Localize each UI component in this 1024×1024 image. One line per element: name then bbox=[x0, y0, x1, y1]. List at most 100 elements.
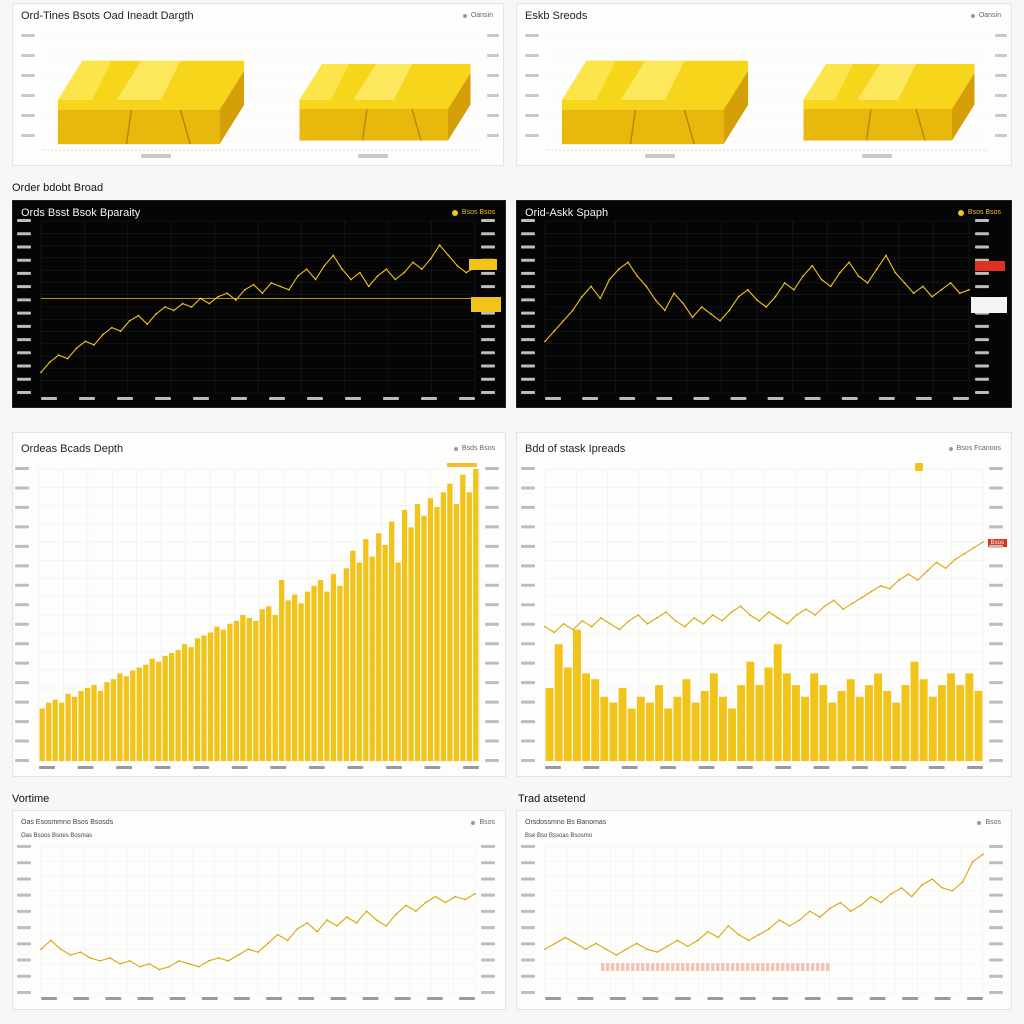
data-point bbox=[562, 622, 565, 625]
y-tick-label bbox=[995, 34, 1007, 37]
data-point bbox=[926, 570, 928, 573]
y-tick-label bbox=[17, 391, 31, 394]
data-point bbox=[963, 552, 966, 555]
data-point bbox=[747, 939, 750, 942]
volume-bar bbox=[661, 963, 665, 971]
gold-bar-face bbox=[411, 108, 422, 141]
bar bbox=[414, 504, 421, 761]
y-tick-label bbox=[521, 720, 535, 724]
y-tick-label bbox=[521, 232, 535, 236]
panel-orders-depth-bars: Ordeas Bcads Depth Bsds Bsos bbox=[12, 432, 506, 777]
bar bbox=[408, 527, 414, 761]
chart-header-meta: Bsos bbox=[977, 819, 1001, 826]
x-tick-label bbox=[117, 397, 133, 400]
data-point bbox=[700, 306, 703, 308]
x-tick-label bbox=[545, 766, 561, 769]
data-point bbox=[832, 599, 835, 602]
data-point bbox=[758, 933, 760, 936]
data-point bbox=[635, 942, 638, 945]
data-point bbox=[949, 282, 952, 284]
x-tick-label bbox=[424, 766, 441, 769]
bar bbox=[382, 544, 388, 761]
volume-bar bbox=[706, 963, 710, 971]
volume-bar bbox=[606, 963, 610, 971]
data-point bbox=[447, 254, 450, 257]
gold-bar-face bbox=[561, 60, 616, 100]
gold-bar-face bbox=[683, 109, 695, 145]
y-tick-label bbox=[481, 958, 495, 962]
volume-bar bbox=[611, 963, 615, 971]
x-tick-label bbox=[307, 397, 323, 400]
y-tick-label bbox=[989, 467, 1003, 470]
bar bbox=[350, 550, 356, 761]
data-point bbox=[438, 244, 441, 246]
data-point bbox=[276, 933, 279, 936]
y-tick-label bbox=[521, 759, 535, 762]
data-point bbox=[48, 361, 51, 363]
bar bbox=[279, 579, 285, 761]
data-point bbox=[674, 619, 677, 622]
data-point bbox=[110, 326, 113, 329]
data-point bbox=[444, 901, 447, 904]
data-point bbox=[665, 611, 668, 613]
data-point bbox=[777, 617, 779, 619]
volume-bar bbox=[786, 963, 790, 971]
data-point bbox=[590, 285, 592, 288]
data-point bbox=[627, 619, 630, 622]
data-point bbox=[717, 936, 720, 939]
y-tick-label bbox=[989, 583, 1003, 587]
y-tick-label bbox=[521, 324, 535, 328]
bar bbox=[194, 638, 201, 761]
y-tick-label bbox=[521, 364, 535, 368]
y-tick-label bbox=[521, 642, 535, 646]
volume-bar bbox=[656, 963, 660, 971]
data-point bbox=[857, 275, 860, 277]
status-dot-icon bbox=[453, 446, 458, 451]
data-point bbox=[931, 878, 933, 881]
data-point bbox=[645, 285, 648, 288]
y-tick-label bbox=[17, 893, 31, 897]
data-point bbox=[842, 608, 845, 611]
data-point bbox=[676, 939, 679, 942]
data-point bbox=[922, 285, 924, 288]
bar bbox=[214, 626, 220, 761]
y-tick-label bbox=[521, 909, 535, 913]
chart-header-meta: Bsos Fcanoos bbox=[948, 445, 1001, 452]
x-tick-label bbox=[851, 766, 868, 769]
volume-bar bbox=[601, 963, 605, 971]
volume-bar bbox=[756, 963, 760, 971]
data-point bbox=[666, 945, 669, 948]
bar bbox=[828, 702, 837, 761]
data-point bbox=[820, 278, 823, 281]
bar bbox=[188, 647, 194, 761]
status-dot-icon bbox=[977, 820, 982, 825]
bar bbox=[572, 629, 581, 761]
x-tick-label bbox=[775, 766, 792, 769]
bar bbox=[369, 556, 375, 761]
y-tick-label bbox=[485, 681, 499, 685]
x-tick-label bbox=[619, 397, 636, 400]
data-point bbox=[376, 275, 379, 277]
chart-subtitle: Oas Esosmmno Bsos Bsosds bbox=[21, 819, 114, 826]
x-tick-label bbox=[577, 997, 594, 1000]
y-tick-label bbox=[521, 661, 535, 665]
chart-header-meta: Bsos Bsos bbox=[957, 209, 1001, 216]
bar bbox=[421, 515, 427, 761]
y-tick-label bbox=[975, 271, 989, 275]
data-point bbox=[792, 288, 795, 291]
data-point bbox=[155, 312, 158, 315]
bar bbox=[974, 690, 983, 761]
y-tick-label bbox=[17, 285, 31, 289]
data-point bbox=[571, 309, 574, 312]
header-label: Bsos bbox=[479, 819, 495, 826]
gold-bar-face bbox=[865, 108, 872, 141]
data-point bbox=[217, 295, 220, 298]
data-point bbox=[655, 617, 658, 619]
bar bbox=[401, 509, 408, 761]
y-tick-label bbox=[17, 991, 31, 994]
y-tick-label bbox=[989, 486, 1003, 490]
volume-bar bbox=[771, 963, 775, 971]
x-tick-label bbox=[674, 997, 691, 1000]
bar bbox=[298, 603, 304, 761]
bar bbox=[618, 688, 627, 761]
